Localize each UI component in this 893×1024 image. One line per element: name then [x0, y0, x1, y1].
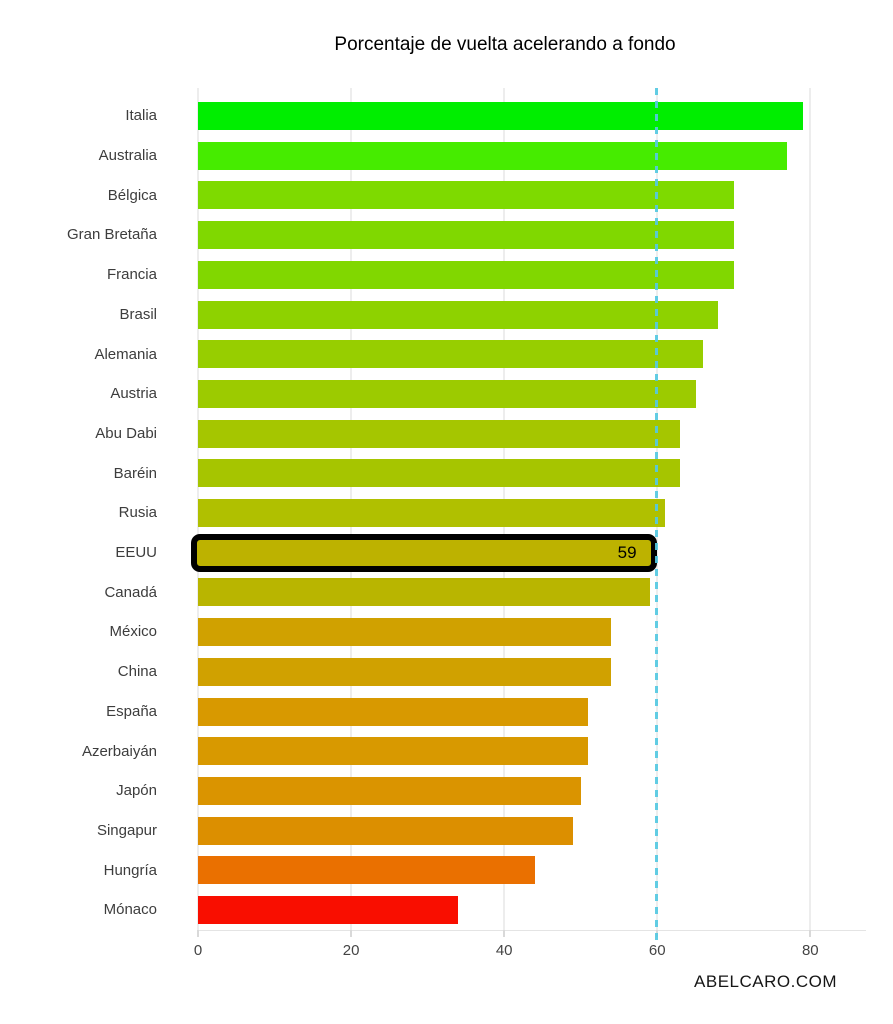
bar-row: Australia [0, 136, 893, 176]
x-tick-mark-20 [350, 930, 353, 937]
bar-row: Francia [0, 255, 893, 295]
bar [198, 102, 803, 130]
bar [198, 697, 589, 726]
category-label: Austria [110, 385, 157, 403]
category-label: Gran Bretaña [66, 226, 157, 244]
category-label: Brasil [119, 305, 157, 323]
bar [198, 776, 581, 805]
bar [198, 499, 665, 528]
category-label: México [109, 623, 157, 641]
bar-row: China [0, 652, 893, 692]
bar [198, 657, 612, 686]
x-tick-label-80: 80 [801, 942, 819, 959]
bar [198, 181, 734, 210]
bar-row: Bélgica [0, 175, 893, 215]
reference-line [655, 88, 659, 941]
bar [198, 419, 681, 448]
bar-row: Brasil [0, 295, 893, 335]
bar-highlighted: 59 [191, 533, 657, 572]
category-label: España [106, 702, 157, 720]
bar [198, 578, 650, 607]
category-label: Canadá [104, 583, 157, 601]
category-label: Mónaco [103, 901, 157, 919]
bar-row: Japón [0, 771, 893, 811]
bar [198, 856, 535, 885]
category-label: China [117, 663, 157, 681]
bar-row: Italia [0, 96, 893, 136]
chart-title: Porcentaje de vuelta acelerando a fondo [334, 34, 676, 55]
x-tick-label-40: 40 [495, 942, 513, 959]
x-tick-mark-0 [197, 930, 199, 937]
x-axis-line [198, 930, 866, 931]
category-label: EEUU [115, 544, 157, 562]
bar-row: Baréin [0, 453, 893, 493]
category-label: Japón [116, 782, 157, 800]
bar [198, 459, 681, 488]
bar [198, 737, 589, 766]
category-label: Singapur [96, 822, 157, 839]
category-label: Alemania [94, 345, 157, 363]
bar [198, 618, 612, 647]
bar-row: Alemania [0, 334, 893, 374]
category-label: Francia [106, 266, 157, 284]
bar-row: México [0, 612, 893, 652]
bar [198, 221, 734, 250]
bar-row: Rusia [0, 493, 893, 533]
bar-row: España [0, 692, 893, 732]
bar [198, 300, 719, 329]
x-tick-label-0: 0 [193, 942, 203, 959]
bar-row: Hungría [0, 850, 893, 890]
category-label: Baréin [113, 464, 157, 482]
x-tick-mark-80 [809, 930, 812, 937]
bar-row: Canadá [0, 572, 893, 612]
category-label: Bélgica [107, 186, 157, 204]
category-label: Australia [98, 147, 157, 165]
category-label: Abu Dabi [95, 424, 157, 442]
bar-rows: Italia Australia Bélgica Gran Bretaña Franci… [0, 96, 893, 930]
x-tick-label-20: 20 [342, 942, 360, 959]
bar [198, 340, 704, 369]
bar [198, 141, 788, 170]
bar-row: Abu Dabi [0, 414, 893, 454]
bar-row: Gran Bretaña [0, 215, 893, 255]
category-label: Italia [125, 107, 157, 125]
highlight-value-label: 59 [617, 542, 637, 562]
category-label: Hungría [103, 861, 157, 879]
bar-row: Austria [0, 374, 893, 414]
bar [198, 896, 459, 925]
bar-row: EEUU 59 [0, 533, 893, 573]
watermark: ABELCARO.COM [694, 972, 837, 991]
category-label: Rusia [118, 504, 157, 522]
bar [198, 260, 734, 289]
gridline-80 [809, 88, 812, 930]
bar [198, 816, 574, 845]
bar-row: Azerbaiyán [0, 731, 893, 771]
bar [198, 379, 696, 408]
bar-row: Singapur [0, 811, 893, 851]
x-tick-mark-40 [503, 930, 506, 937]
bar-row: Mónaco [0, 890, 893, 930]
category-label: Azerbaiyán [81, 742, 157, 760]
x-tick-label-60: 60 [648, 942, 666, 959]
